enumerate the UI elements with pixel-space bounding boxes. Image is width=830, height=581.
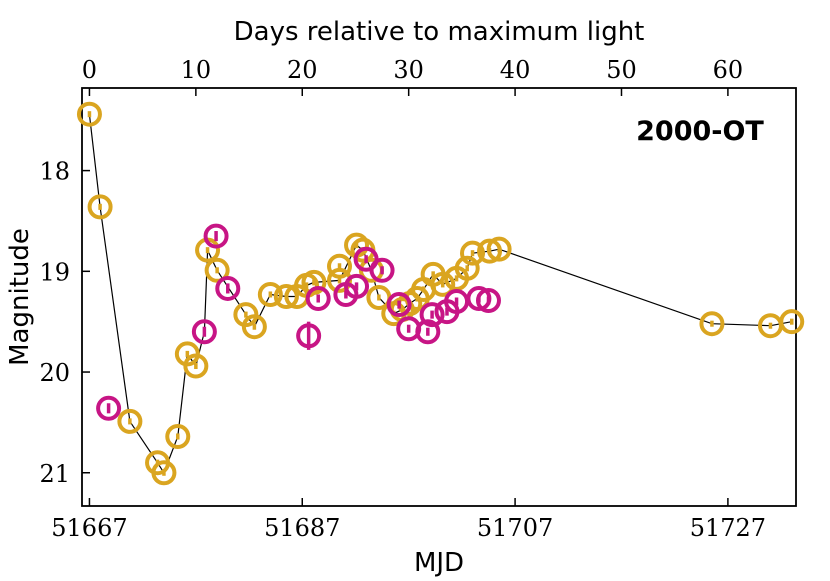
band-2-point bbox=[475, 288, 501, 314]
top-tick-label: 60 bbox=[713, 56, 744, 84]
band-1-point bbox=[460, 240, 486, 266]
x-tick-label: 51727 bbox=[690, 514, 766, 542]
x-tick-label: 51667 bbox=[51, 514, 127, 542]
band-2-point bbox=[369, 257, 395, 283]
band-2-point bbox=[96, 395, 122, 421]
top-axis-label: Days relative to maximum light bbox=[234, 17, 645, 47]
band-1-point bbox=[204, 257, 230, 283]
top-tick-label: 20 bbox=[287, 56, 318, 84]
plot-frame bbox=[81, 87, 797, 507]
band-1-point bbox=[454, 255, 480, 281]
top-tick-label: 0 bbox=[82, 56, 97, 84]
top-tick-label: 10 bbox=[181, 56, 212, 84]
y-tick-label: 21 bbox=[39, 460, 70, 488]
y-tick-label: 20 bbox=[39, 359, 70, 387]
band-2-point bbox=[305, 286, 331, 312]
top-tick-label: 50 bbox=[606, 56, 637, 84]
x-tick-label: 51707 bbox=[477, 514, 553, 542]
band-2-point bbox=[191, 319, 217, 345]
band-1-point bbox=[327, 253, 353, 279]
band-1-point bbox=[76, 101, 102, 127]
band-1-point bbox=[699, 311, 725, 337]
band-2-point bbox=[215, 275, 241, 301]
top-tick-label: 30 bbox=[393, 56, 424, 84]
band-1-point bbox=[301, 269, 327, 295]
band-1-point bbox=[117, 408, 143, 434]
band-1-point bbox=[779, 309, 805, 335]
band-1-point bbox=[257, 281, 283, 307]
band-2-point bbox=[415, 319, 441, 345]
band-1-point bbox=[486, 236, 512, 262]
band-1-point bbox=[183, 353, 209, 379]
band-1-point bbox=[430, 271, 456, 297]
band-1-point bbox=[151, 460, 177, 486]
y-tick-label: 18 bbox=[39, 158, 70, 186]
band-1-point bbox=[165, 424, 191, 450]
x-axis-label: MJD bbox=[414, 548, 464, 578]
y-tick-label: 19 bbox=[39, 258, 70, 286]
band-2-point bbox=[203, 223, 229, 249]
top-tick-label: 40 bbox=[500, 56, 531, 84]
band-2-point bbox=[344, 273, 370, 299]
x-tick-label: 51687 bbox=[264, 514, 340, 542]
band-1-point bbox=[87, 194, 113, 220]
band-2-point bbox=[386, 292, 412, 318]
band-2-point bbox=[419, 302, 445, 328]
chart-title: 2000-OT bbox=[636, 116, 764, 147]
y-axis-label: Magnitude bbox=[5, 228, 35, 366]
band-1-point bbox=[241, 314, 267, 340]
band-2-point bbox=[296, 321, 322, 350]
